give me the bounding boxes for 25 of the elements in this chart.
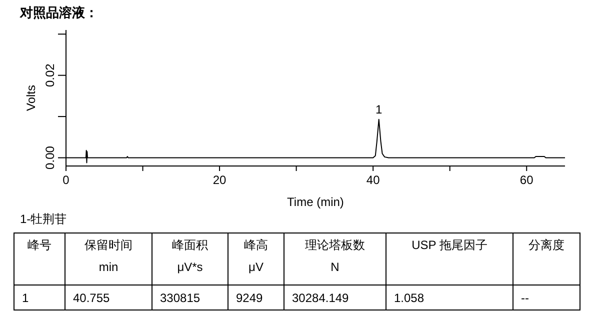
text: 330815 — [160, 291, 200, 305]
text: 1.058 — [394, 291, 424, 305]
x-tick-label: 0 — [62, 173, 70, 187]
text: 1-牡荆苷 — [20, 212, 67, 226]
x-tick-label: 60 — [520, 173, 534, 187]
text: 保留时间 min — [84, 238, 132, 274]
annotation: 1 — [376, 102, 383, 116]
chart-title: 对照品溶液： — [19, 5, 98, 20]
x-tick-label: 40 — [366, 173, 380, 187]
text: 分离度 — [528, 238, 564, 252]
text: 理论塔板数 N — [305, 238, 365, 274]
text: 40.755 — [73, 291, 110, 305]
y-tick-label: 0.00 — [43, 146, 57, 170]
text: 峰面积 μV*s — [172, 238, 208, 274]
text: 峰高 μV — [244, 238, 268, 274]
text: 峰号 — [28, 238, 52, 252]
text: 30284.149 — [292, 291, 350, 305]
y-axis-title: Volts — [24, 84, 38, 112]
text: USP 拖尾因子 — [412, 238, 488, 252]
x-tick-label: 20 — [212, 173, 227, 187]
text: 1 — [22, 291, 29, 305]
text: 9249 — [236, 291, 264, 305]
text: -- — [521, 291, 529, 305]
y-tick-label: 0.02 — [43, 63, 57, 88]
x-axis-title: Time (min) — [287, 195, 344, 209]
